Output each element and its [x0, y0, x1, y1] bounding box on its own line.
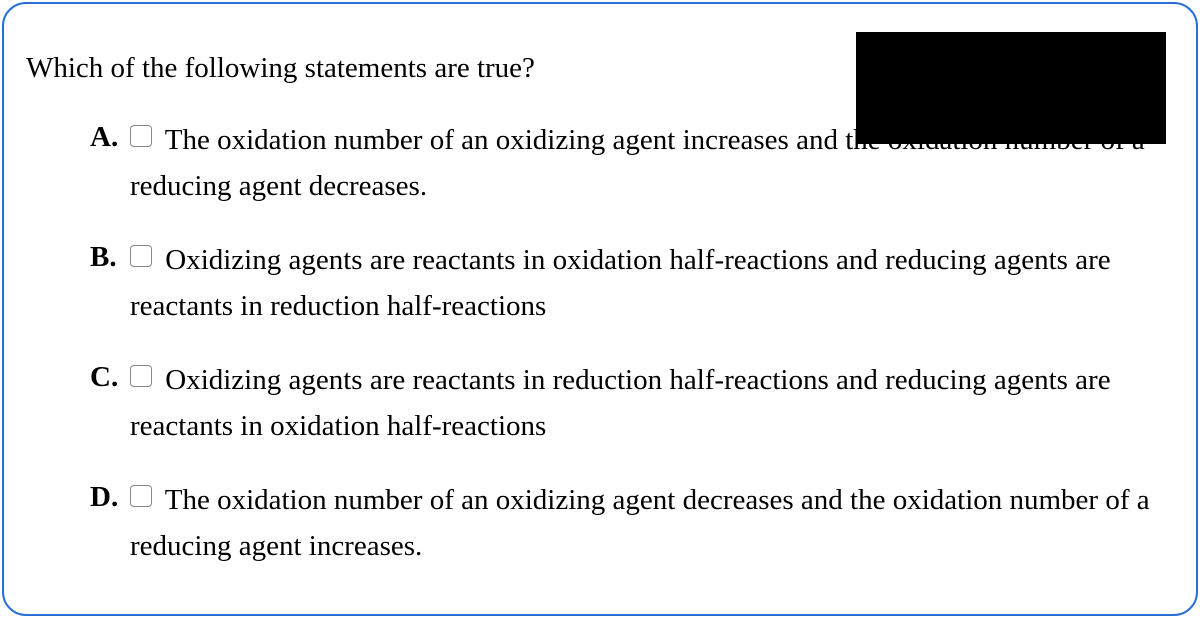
option-b-text: Oxidizing agents are reactants in oxidat… [130, 244, 1111, 322]
option-b-checkbox[interactable] [130, 245, 152, 267]
option-c: C. Oxidizing agents are reactants in red… [90, 357, 1174, 449]
option-c-text: Oxidizing agents are reactants in reduct… [130, 364, 1111, 442]
option-letter: D. [90, 477, 130, 517]
option-d: D. The oxidation number of an oxidizing … [90, 477, 1174, 569]
options-list: A. The oxidation number of an oxidizing … [26, 117, 1174, 569]
option-letter: C. [90, 357, 130, 397]
option-letter: B. [90, 237, 130, 277]
question-card: Which of the following statements are tr… [2, 2, 1198, 616]
option-d-checkbox[interactable] [130, 485, 152, 507]
option-d-text: The oxidation number of an oxidizing age… [130, 484, 1150, 562]
option-a-checkbox[interactable] [130, 125, 152, 147]
option-c-checkbox[interactable] [130, 365, 152, 387]
option-b: B. Oxidizing agents are reactants in oxi… [90, 237, 1174, 329]
question-prompt: Which of the following statements are tr… [26, 48, 846, 89]
option-letter: A. [90, 117, 130, 157]
redaction-block [856, 32, 1166, 144]
